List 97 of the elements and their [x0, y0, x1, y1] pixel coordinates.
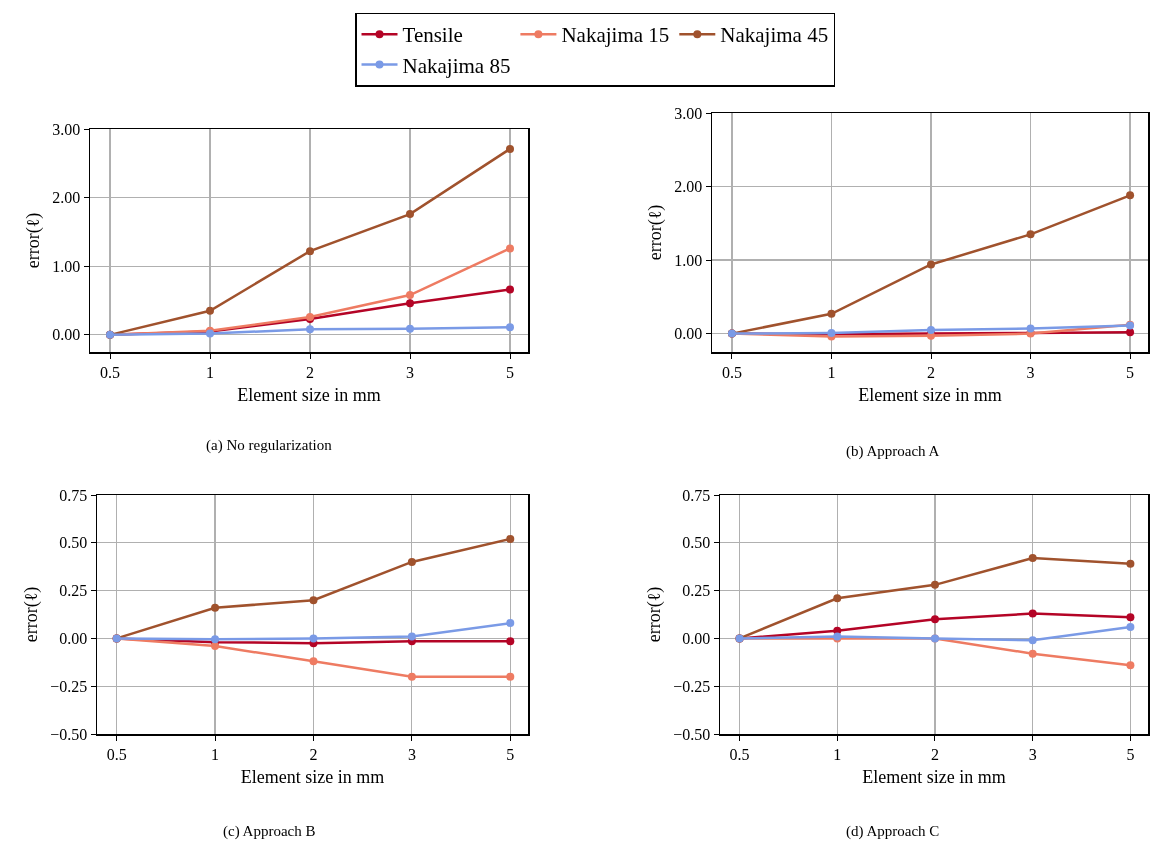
- point: [1026, 230, 1035, 239]
- x-tick-label: 1: [833, 745, 842, 763]
- point: [407, 672, 416, 681]
- x-tick-label: 3: [1028, 745, 1037, 763]
- text: (b) Approach A: [846, 443, 940, 460]
- point: [1028, 554, 1037, 563]
- y-tick-label: 0.25: [59, 582, 88, 600]
- point: [506, 619, 515, 628]
- x-tick-label: 5: [1126, 363, 1135, 381]
- point: [211, 603, 220, 612]
- point: [1028, 636, 1037, 645]
- point: [1126, 559, 1135, 568]
- point: [406, 299, 414, 308]
- x-tick-label: 0.5: [100, 363, 120, 381]
- legend-label: Nakajima 15: [561, 23, 670, 48]
- point: [1028, 609, 1037, 618]
- y-axis-title: error(ℓ): [643, 586, 665, 643]
- point: [309, 596, 318, 605]
- y-tick-label: 0.50: [59, 534, 88, 552]
- point: [506, 285, 514, 294]
- x-tick-label: 5: [1126, 745, 1135, 763]
- point: [833, 594, 842, 603]
- x-tick-label: 5: [506, 745, 515, 763]
- point: [506, 672, 515, 681]
- x-tick-label: 1: [206, 363, 214, 381]
- point: [930, 615, 939, 624]
- legend-label: Tensile: [402, 23, 463, 48]
- y-tick-label: 0.25: [682, 582, 711, 600]
- point: [506, 534, 515, 543]
- point: [306, 247, 314, 256]
- point: [406, 291, 414, 300]
- y-tick-label: 1.00: [52, 257, 81, 275]
- point: [930, 580, 939, 589]
- legend-label: Nakajima 85: [402, 53, 511, 78]
- x-tick-label: 2: [930, 745, 939, 763]
- y-axis-title: error(ℓ): [22, 212, 44, 269]
- point: [506, 637, 515, 646]
- y-tick-label: 3.00: [52, 120, 81, 138]
- y-tick-label: 1.00: [674, 251, 703, 269]
- x-axis-title: Element size in mm: [858, 384, 1002, 405]
- point: [407, 632, 416, 641]
- x-tick-label: 1: [211, 745, 220, 763]
- point: [1028, 649, 1037, 658]
- point: [1126, 328, 1135, 337]
- x-tick-label: 3: [1026, 363, 1035, 381]
- y-tick-label: −0.25: [50, 677, 88, 695]
- point: [927, 260, 935, 269]
- y-tick-label: 2.00: [674, 178, 703, 196]
- x-tick-label: 3: [407, 745, 416, 763]
- x-tick-label: 1: [827, 363, 836, 381]
- point: [306, 325, 314, 334]
- x-tick-label: 2: [309, 745, 318, 763]
- point: [506, 323, 514, 332]
- y-tick-label: −0.25: [673, 677, 711, 695]
- point: [1026, 324, 1035, 333]
- x-tick-label: 0.5: [721, 363, 742, 381]
- legend-label: Nakajima 45: [720, 23, 829, 48]
- text: (a) No regularization: [206, 437, 333, 454]
- x-tick-label: 2: [927, 363, 935, 381]
- x-tick-label: 0.5: [729, 745, 750, 763]
- point: [1126, 622, 1135, 631]
- point: [927, 325, 935, 334]
- y-tick-label: 0.50: [682, 534, 711, 552]
- y-tick-label: 0.00: [674, 325, 703, 343]
- point: [1126, 661, 1135, 670]
- point: [506, 144, 514, 153]
- y-tick-label: 0.75: [682, 486, 711, 504]
- text: (c) Approach B: [223, 823, 316, 840]
- x-axis-title: Element size in mm: [862, 766, 1006, 787]
- point: [309, 657, 318, 666]
- x-tick-label: 3: [406, 363, 414, 381]
- point: [407, 557, 416, 566]
- y-tick-label: 0.00: [52, 326, 81, 344]
- point: [827, 309, 836, 318]
- x-tick-label: 0.5: [106, 745, 127, 763]
- point: [206, 306, 214, 315]
- y-tick-label: 3.00: [674, 104, 703, 122]
- y-tick-label: 2.00: [52, 189, 81, 207]
- x-axis-title: Element size in mm: [240, 766, 385, 787]
- y-tick-label: 0.00: [59, 630, 88, 647]
- x-tick-label: 5: [506, 363, 514, 381]
- point: [309, 634, 318, 643]
- y-tick-label: −0.50: [50, 725, 88, 743]
- y-tick-label: 0.75: [59, 486, 88, 504]
- y-tick-label: −0.50: [673, 725, 711, 743]
- y-axis-title: error(ℓ): [644, 204, 666, 261]
- point: [406, 210, 414, 219]
- y-tick-label: 0.00: [682, 630, 711, 647]
- x-tick-label: 2: [306, 363, 314, 381]
- text: (d) Approach C: [846, 823, 940, 840]
- point: [506, 244, 514, 253]
- y-axis-title: error(ℓ): [20, 586, 42, 643]
- x-axis-title: Element size in mm: [237, 384, 381, 405]
- point: [1126, 613, 1135, 622]
- point: [211, 642, 220, 651]
- point: [1126, 191, 1135, 200]
- point: [406, 324, 414, 333]
